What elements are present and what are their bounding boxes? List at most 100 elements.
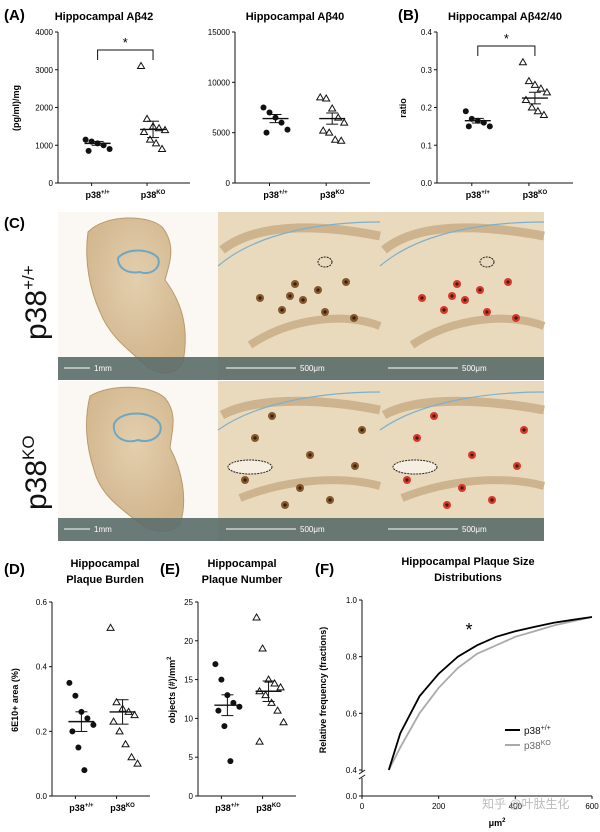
data-point-ko: [530, 80, 540, 88]
y-tick-label: 25: [184, 598, 193, 607]
plaque-core: [522, 428, 526, 432]
cell-layer-wt-thr-2: [409, 314, 546, 349]
x-tick-label: p38+/+: [85, 190, 110, 200]
x-tick-label: p38KO: [110, 803, 135, 813]
data-point-ko: [151, 138, 161, 147]
panel-e-title-1: Hippocampal: [207, 558, 276, 570]
plaque-core: [455, 282, 459, 286]
svg-text:μm2: μm2: [489, 818, 507, 828]
plaque-core: [420, 296, 424, 300]
data-point-ko: [145, 135, 155, 143]
y-tick-label: 3000: [35, 66, 53, 75]
y-tick-label: 0.0: [421, 179, 433, 188]
plaque-core: [506, 280, 510, 284]
panel-a-left-title: Hippocampal Aβ42: [55, 11, 154, 23]
y-tick-label: 0.2: [421, 104, 433, 113]
plaque-core: [258, 296, 262, 300]
legend-label: p38+/+: [524, 725, 551, 737]
data-point-ko: [315, 92, 325, 101]
panel-f-axes: 0.0 0.4 0.6 0.8 1.0 0 200 400 600 * p38+/+ p38KO: [346, 596, 599, 811]
watermark: 知乎 @叶肽生化: [482, 796, 570, 811]
panel-b-title: Hippocampal Aβ42/40: [448, 11, 562, 23]
panel-b-ylabel: ratio: [398, 98, 408, 118]
cell-layer-wt-zoom: [219, 223, 381, 254]
y-tick-label: 0.0: [346, 792, 358, 801]
panel-a-letter: (A): [4, 7, 25, 24]
cell-layer-ko-thr-2: [400, 476, 546, 502]
data-point-ko: [327, 104, 337, 112]
plaque-core: [445, 503, 449, 507]
plaque-core: [344, 280, 348, 284]
data-point-wt: [260, 104, 267, 111]
vessel-outline-ko-thr: [392, 459, 438, 475]
data-point-wt: [218, 676, 225, 683]
data-point-wt: [84, 715, 91, 722]
legend-label: p38KO: [524, 740, 551, 752]
data-point-ko: [112, 697, 121, 706]
data-point-ko: [542, 87, 552, 96]
series-line-ko: [387, 616, 593, 771]
data-point-wt: [284, 126, 291, 133]
y-tick-label: 0.6: [36, 598, 48, 607]
x-tick-label: p38+/+: [69, 803, 94, 813]
data-point-wt: [82, 136, 89, 143]
scale-band-row2: [58, 518, 544, 541]
boundary-ko-zoom: [217, 391, 381, 431]
data-point-ko: [276, 682, 285, 691]
scale-label-ko-zoom: 500μm: [300, 525, 325, 534]
data-point-ko: [524, 76, 534, 85]
y-tick-label: 0.8: [346, 653, 358, 662]
plaque-core: [288, 294, 292, 298]
x-tick-label: p38KO: [523, 190, 548, 200]
data-point-ko: [109, 717, 118, 725]
x-tick-label: 0: [360, 802, 365, 811]
data-point-wt: [66, 679, 73, 686]
data-point-ko: [106, 623, 115, 631]
panel-d-ylabel: 6E10+ area (%): [10, 668, 20, 732]
panel-e-ylabel: objects (#)/mm2: [167, 656, 177, 724]
plaque-core: [280, 308, 284, 312]
plaque-core: [316, 288, 320, 292]
y-tick-label: 0.4: [36, 663, 48, 672]
plaque-core: [243, 478, 247, 482]
x-tick-label: p38KO: [320, 190, 345, 200]
y-tick-label: 1.0: [346, 596, 358, 605]
axis-break: [358, 769, 366, 775]
plaque-core: [308, 453, 312, 457]
data-point-ko: [321, 93, 331, 102]
y-tick-label: 0: [226, 179, 231, 188]
panel-b-letter: (B): [398, 7, 419, 24]
cell-layer-ko-zoom: [219, 396, 381, 420]
svg-text:objects (#)/mm2: objects (#)/mm2: [167, 656, 177, 724]
data-point-ko: [336, 136, 346, 144]
data-point-ko: [258, 644, 267, 652]
svg-text:p38KO: p38KO: [19, 435, 53, 510]
plaque-core: [253, 436, 257, 440]
plaque-markers: [241, 278, 528, 509]
data-point-wt: [90, 721, 97, 728]
data-point-ko: [136, 61, 146, 69]
data-point-wt: [263, 129, 270, 136]
vessel-outline-ko: [227, 459, 273, 475]
data-point-ko: [339, 118, 349, 126]
significance-bracket: [477, 45, 536, 56]
data-point-wt: [212, 661, 219, 668]
cell-layer-wt-zoom-2: [247, 314, 382, 349]
boundary-wt-zoom: [217, 221, 381, 267]
plaque-core: [270, 414, 274, 418]
data-point-ko: [267, 698, 276, 706]
data-point-ko: [521, 95, 531, 103]
boundary-ko-thr: [379, 391, 545, 431]
row1-label: p38+/+: [19, 265, 53, 340]
panel-a-right-axes: 0 5000 10000 15000 p38+/+ p38KO: [208, 28, 370, 200]
y-tick-label: 15: [184, 676, 193, 685]
panel-a-left-ylabel: (pg/ml)/mg: [11, 85, 21, 131]
data-point-ko: [536, 84, 546, 92]
panel-e-letter: (E): [160, 561, 180, 578]
x-tick-label: p38+/+: [263, 190, 288, 200]
panel-f-title-1: Hippocampal Plaque Size: [401, 556, 534, 568]
y-tick-label: 5: [189, 753, 194, 762]
y-tick-label: 0.6: [346, 709, 358, 718]
data-point-ko: [121, 739, 130, 748]
